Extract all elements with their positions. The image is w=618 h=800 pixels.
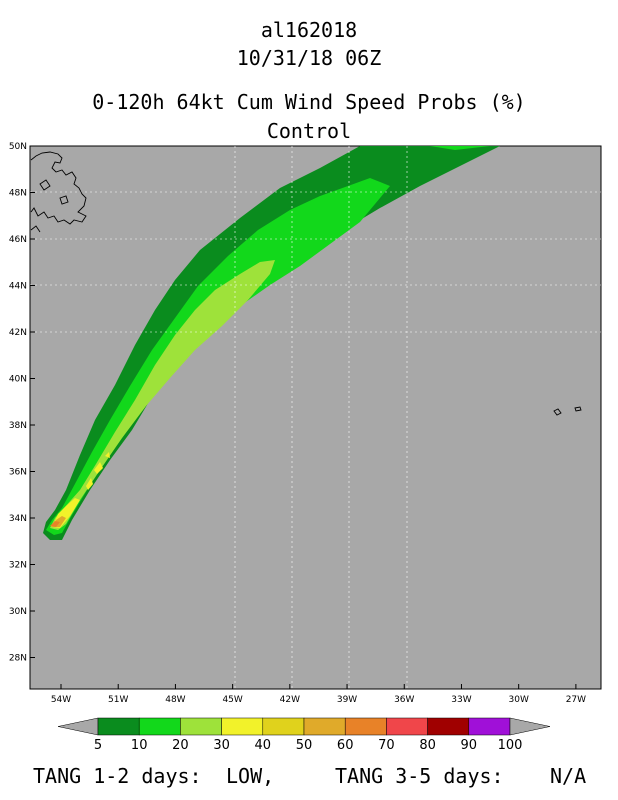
- prob-contour-30d: [105, 452, 110, 458]
- colorbar-label: 40: [255, 738, 272, 753]
- grid-lines: [30, 146, 601, 689]
- colorbar-swatch: [386, 717, 428, 736]
- colorbar-swatch: [138, 717, 181, 736]
- run-title: Control: [266, 119, 352, 143]
- colorbar-swatch: [180, 717, 222, 736]
- colorbar-swatch: [344, 717, 387, 736]
- colorbar-label: 80: [419, 738, 436, 753]
- lon-label: 39W: [337, 695, 357, 705]
- longitude-axis: 54W 51W 48W 45W 42W 39W 36W 33W 30W 27W: [51, 684, 586, 705]
- lon-label: 51W: [108, 695, 128, 705]
- colorbar-label: 10: [131, 738, 148, 753]
- prob-contour-60: [50, 521, 60, 527]
- lat-label: 48N: [9, 189, 27, 199]
- lat-label: 34N: [9, 514, 27, 524]
- colorbar-right-arrow: [509, 717, 551, 736]
- lat-label: 30N: [9, 607, 27, 617]
- lon-label: 45W: [222, 695, 242, 705]
- lon-label: 42W: [280, 695, 300, 705]
- colorbar-swatch: [262, 717, 305, 736]
- tang35-value: N/A: [550, 764, 587, 788]
- lat-label: 38N: [9, 421, 27, 431]
- colorbar-label: 60: [337, 738, 354, 753]
- colorbar-label: 30: [213, 738, 230, 753]
- colorbar-swatch: [303, 717, 346, 736]
- lat-label: 42N: [9, 328, 27, 338]
- product-title: 0-120h 64kt Cum Wind Speed Probs (%): [92, 90, 526, 114]
- colorbar-swatch: [97, 717, 140, 736]
- storm-id-title: al162018: [260, 18, 358, 42]
- lat-label: 32N: [9, 561, 27, 571]
- lat-label: 50N: [9, 142, 27, 152]
- lat-label: 28N: [9, 654, 27, 664]
- prob-contour-10b: [430, 146, 490, 150]
- lon-label: 54W: [51, 695, 71, 705]
- prob-contour-30c: [86, 478, 93, 490]
- colorbar-label: 70: [378, 738, 395, 753]
- lon-label: 48W: [165, 695, 185, 705]
- lon-label: 33W: [451, 695, 471, 705]
- lon-label: 30W: [509, 695, 529, 705]
- prob-contour-20: [50, 260, 275, 530]
- colorbar: 5 10 20 30 40 50 60 70 80 90 100: [57, 717, 551, 753]
- colorbar-swatch: [468, 717, 511, 736]
- lat-label: 46N: [9, 235, 27, 245]
- colorbar-swatch: [427, 717, 470, 736]
- probability-map: 50N 48N 46N 44N 42N 40N 38N 36N 34N 32N 30N 28N 54W…: [9, 142, 602, 753]
- lat-label: 40N: [9, 375, 27, 385]
- datetime-title: 10/31/18 06Z: [236, 46, 382, 70]
- tang35-label: TANG 3-5 days:: [335, 764, 504, 788]
- tang12-label: TANG 1-2 days:: [33, 764, 202, 788]
- colorbar-label: 20: [172, 738, 189, 753]
- lon-label: 27W: [566, 695, 586, 705]
- colorbar-label: 50: [296, 738, 313, 753]
- colorbar-left-arrow: [57, 717, 99, 736]
- colorbar-label: 5: [94, 738, 102, 753]
- lat-label: 44N: [9, 282, 27, 292]
- lon-label: 36W: [394, 695, 414, 705]
- tang12-value: LOW,: [226, 764, 275, 788]
- latitude-axis: 50N 48N 46N 44N 42N 40N 38N 36N 34N 32N 30N 28N: [9, 142, 35, 664]
- colorbar-label: 90: [461, 738, 478, 753]
- colorbar-swatch: [221, 717, 264, 736]
- colorbar-label: 100: [498, 738, 523, 753]
- lat-label: 36N: [9, 468, 27, 478]
- prob-contour-30b: [94, 462, 103, 474]
- coastline-icon: [30, 151, 582, 416]
